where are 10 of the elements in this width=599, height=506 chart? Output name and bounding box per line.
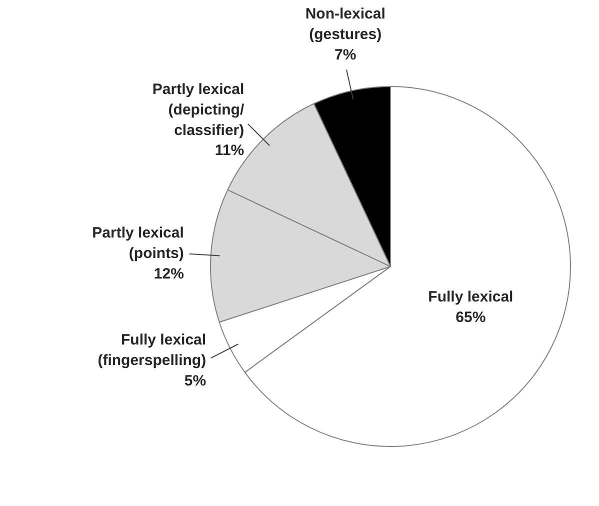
data-label: 7% [334, 46, 356, 64]
slice-label: Partly lexical (points) [92, 224, 184, 262]
data-label: 5% [184, 372, 206, 390]
slice-label: Fully lexical [428, 288, 514, 306]
data-label: 65% [456, 309, 486, 326]
slice-label: Non-lexical (gestures) [305, 6, 386, 43]
data-label: 11% [214, 142, 244, 160]
slice-label: Partly lexical (depicting/ classifier) [152, 81, 245, 139]
data-label: 12% [154, 265, 184, 282]
slice-label: Fully lexical (fingerspelling) [98, 332, 206, 369]
